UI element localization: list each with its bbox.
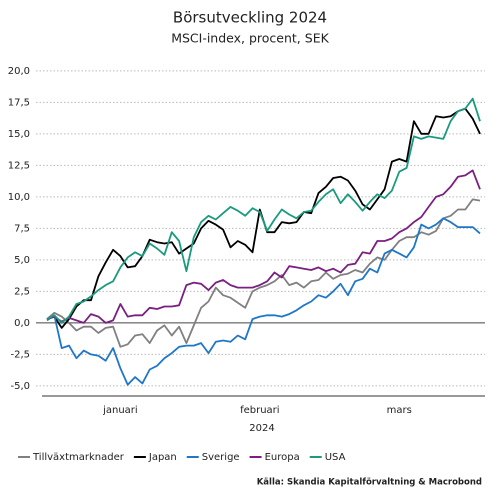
- chart-title: Börsutveckling 2024: [173, 9, 327, 27]
- y-tick-label: 12,5: [8, 160, 30, 171]
- legend-label: USA: [325, 452, 346, 463]
- x-tick-label: januari: [102, 405, 138, 416]
- y-tick-label: 5,0: [14, 255, 30, 266]
- legend-label: Tillväxtmarknader: [32, 452, 125, 463]
- y-tick-label: 17,5: [8, 97, 30, 108]
- y-tick-label: -5,0: [10, 381, 30, 392]
- y-tick-label: -2,5: [10, 349, 30, 360]
- x-tick-label: februari: [240, 405, 280, 416]
- series-line: [46, 107, 481, 329]
- chart-subtitle: MSCI-index, procent, SEK: [171, 31, 329, 46]
- y-tick-label: 0,0: [14, 318, 30, 329]
- x-tick-label: mars: [387, 405, 412, 416]
- y-tick-label: 15,0: [8, 129, 30, 140]
- series-line: [46, 217, 481, 386]
- y-tick-label: 20,0: [8, 66, 30, 77]
- legend-label: Japan: [148, 452, 177, 463]
- legend-label: Sverige: [202, 452, 240, 463]
- source: Källa: Skandia Kapitalförvaltning & Macr…: [257, 478, 482, 488]
- legend-label: Europa: [265, 452, 300, 463]
- y-tick-label: 10,0: [8, 192, 30, 203]
- y-tick-label: 7,5: [14, 223, 30, 234]
- series-line: [46, 198, 481, 348]
- y-tick-label: 2,5: [14, 286, 30, 297]
- x-axis-label: 2024: [249, 423, 274, 434]
- series-line: [46, 97, 481, 324]
- series-line: [46, 169, 481, 324]
